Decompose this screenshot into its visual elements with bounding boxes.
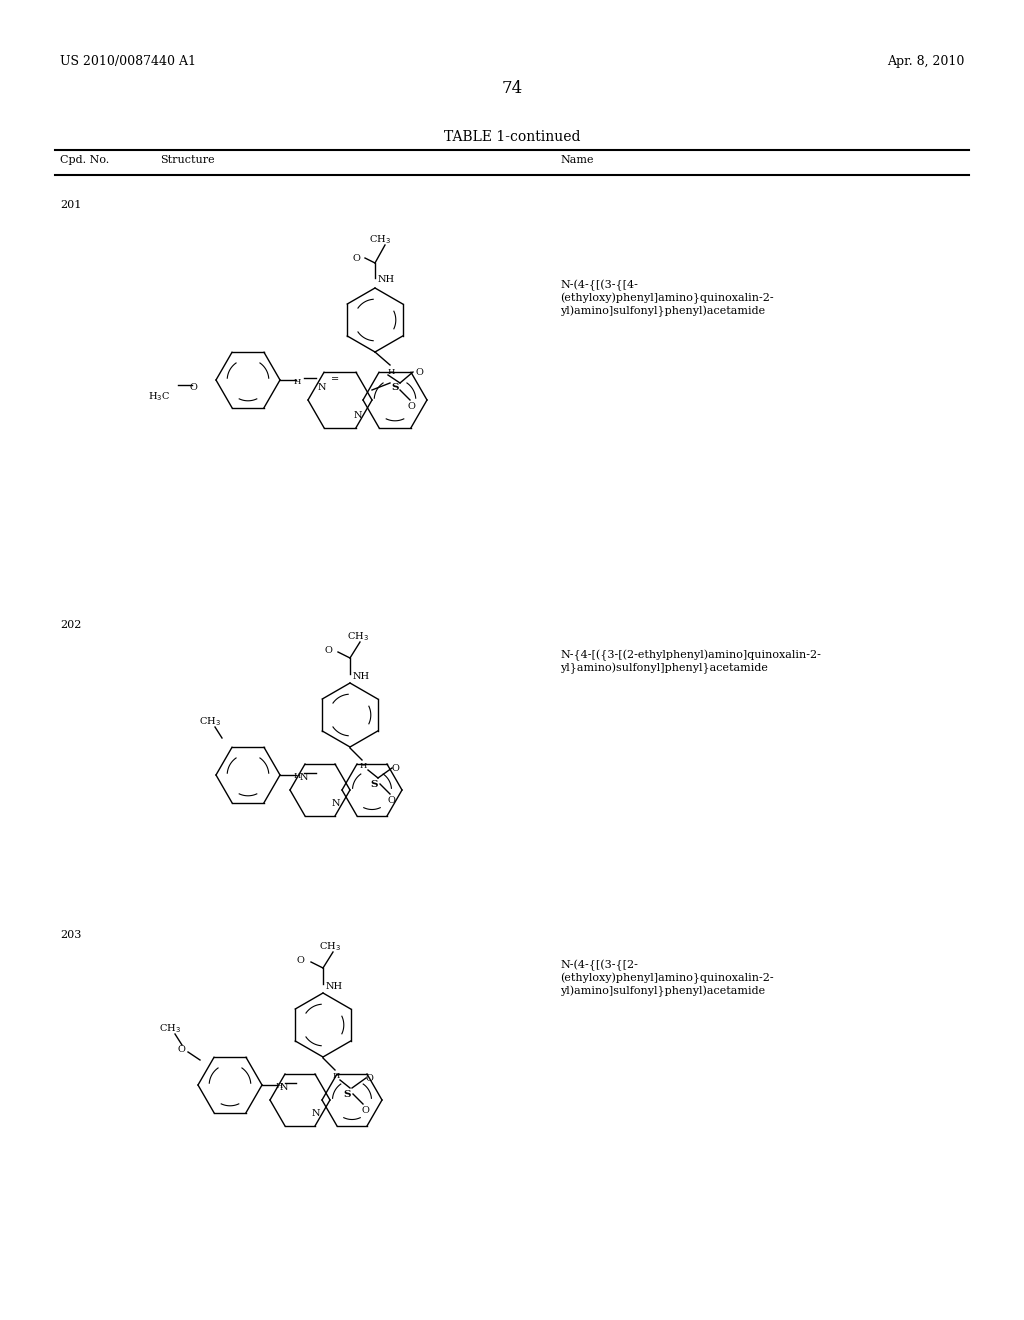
Text: O: O — [392, 764, 400, 774]
Text: Name: Name — [560, 154, 594, 165]
Text: N: N — [317, 384, 327, 392]
Text: S: S — [391, 383, 398, 392]
Text: N: N — [353, 411, 362, 420]
Text: H: H — [294, 378, 301, 385]
Text: O: O — [388, 796, 396, 805]
Text: O: O — [352, 253, 360, 263]
Text: NH: NH — [378, 275, 395, 284]
Text: O: O — [190, 383, 198, 392]
Text: NH: NH — [326, 982, 343, 991]
Text: TABLE 1-continued: TABLE 1-continued — [443, 129, 581, 144]
Text: H: H — [388, 368, 395, 376]
Text: O: O — [178, 1045, 186, 1053]
Text: N: N — [311, 1110, 321, 1118]
Text: =: = — [331, 375, 339, 384]
Text: H$_3$C: H$_3$C — [148, 389, 170, 403]
Text: N-(4-{[(3-{[2-
(ethyloxy)phenyl]amino}quinoxalin-2-
yl)amino]sulfonyl}phenyl)ace: N-(4-{[(3-{[2- (ethyloxy)phenyl]amino}qu… — [560, 960, 773, 998]
Text: N-(4-{[(3-{[4-
(ethyloxy)phenyl]amino}quinoxalin-2-
yl)amino]sulfonyl}phenyl)ace: N-(4-{[(3-{[4- (ethyloxy)phenyl]amino}qu… — [560, 280, 773, 317]
Text: O: O — [361, 1106, 369, 1115]
Text: Structure: Structure — [160, 154, 215, 165]
Text: O: O — [324, 645, 332, 655]
Text: CH$_3$: CH$_3$ — [159, 1022, 181, 1035]
Text: N: N — [300, 774, 308, 783]
Text: 74: 74 — [502, 81, 522, 96]
Text: H: H — [294, 772, 301, 780]
Text: H: H — [360, 762, 368, 770]
Text: H: H — [333, 1072, 340, 1080]
Text: Cpd. No.: Cpd. No. — [60, 154, 110, 165]
Text: N-{4-[({3-[(2-ethylphenyl)amino]quinoxalin-2-
yl}amino)sulfonyl]phenyl}acetamide: N-{4-[({3-[(2-ethylphenyl)amino]quinoxal… — [560, 649, 821, 675]
Text: S: S — [371, 780, 378, 789]
Text: CH$_3$: CH$_3$ — [347, 630, 369, 643]
Text: US 2010/0087440 A1: US 2010/0087440 A1 — [60, 55, 196, 69]
Text: CH$_3$: CH$_3$ — [199, 715, 221, 727]
Text: O: O — [366, 1074, 374, 1082]
Text: O: O — [408, 403, 416, 411]
Text: 203: 203 — [60, 931, 81, 940]
Text: N: N — [332, 800, 340, 808]
Text: H: H — [276, 1082, 284, 1090]
Text: S: S — [343, 1090, 351, 1100]
Text: 201: 201 — [60, 201, 81, 210]
Text: CH$_3$: CH$_3$ — [319, 940, 341, 953]
Text: N: N — [280, 1084, 288, 1093]
Text: CH$_3$: CH$_3$ — [369, 234, 391, 246]
Text: O: O — [296, 956, 304, 965]
Text: NH: NH — [353, 672, 370, 681]
Text: 202: 202 — [60, 620, 81, 630]
Text: Apr. 8, 2010: Apr. 8, 2010 — [887, 55, 964, 69]
Text: O: O — [415, 368, 423, 378]
